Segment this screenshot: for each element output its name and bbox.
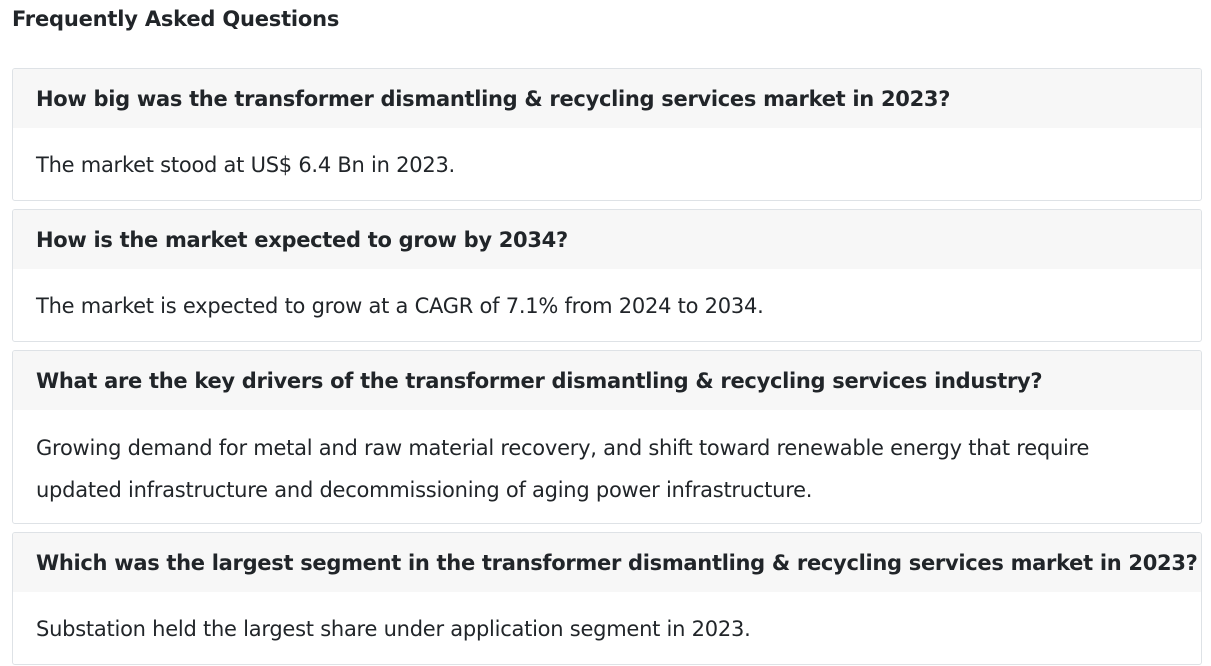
faq-item: What are the key drivers of the transfor…	[12, 350, 1202, 524]
faq-question[interactable]: Which was the largest segment in the tra…	[13, 533, 1201, 592]
faq-question[interactable]: How big was the transformer dismantling …	[13, 69, 1201, 128]
faq-answer: Substation held the largest share under …	[36, 617, 751, 641]
faq-answer: The market stood at US$ 6.4 Bn in 2023.	[36, 153, 455, 177]
faq-item: Which was the largest segment in the tra…	[12, 532, 1202, 665]
faq-answer: The market is expected to grow at a CAGR…	[36, 294, 764, 318]
faq-item: How is the market expected to grow by 20…	[12, 209, 1202, 342]
faq-title: Frequently Asked Questions	[12, 7, 340, 31]
faq-list: How big was the transformer dismantling …	[12, 68, 1202, 666]
faq-answer: Growing demand for metal and raw materia…	[36, 436, 1090, 502]
faq-item: How big was the transformer dismantling …	[12, 68, 1202, 201]
faq-question[interactable]: How is the market expected to grow by 20…	[13, 210, 1201, 269]
faq-question[interactable]: What are the key drivers of the transfor…	[13, 351, 1201, 410]
